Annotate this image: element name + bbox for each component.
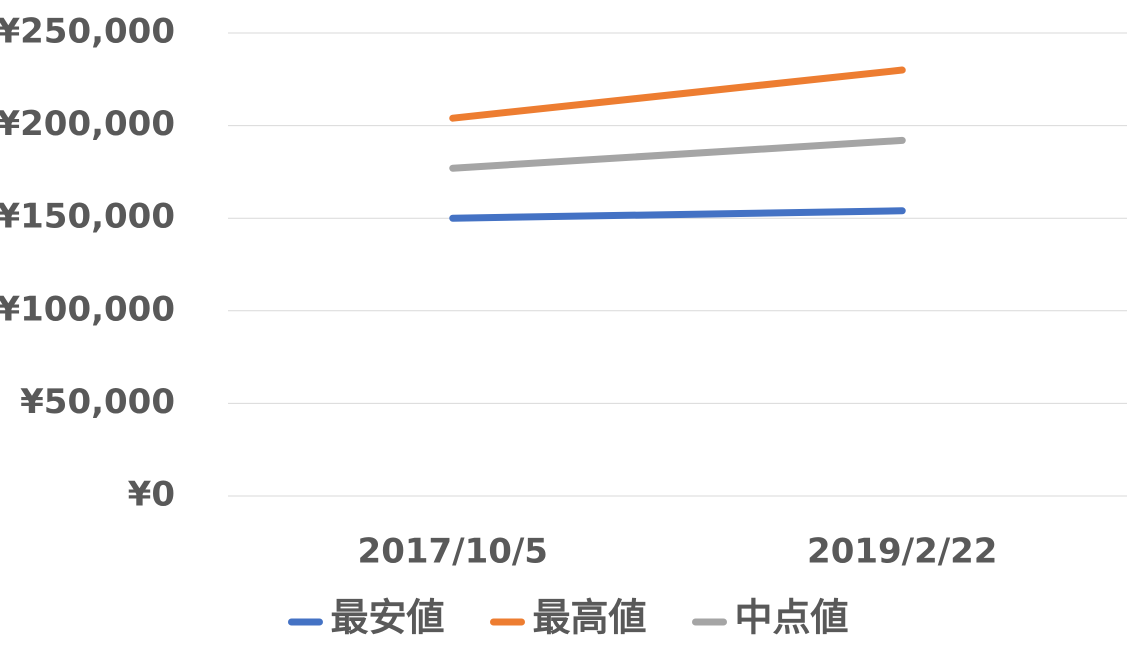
y-tick-label: ¥200,000: [0, 104, 175, 144]
y-tick-label: ¥50,000: [20, 382, 175, 422]
x-tick-label: 2019/2/22: [807, 532, 997, 572]
legend-label: 中点値: [735, 596, 849, 640]
line-series: [449, 136, 906, 172]
y-tick-label: ¥250,000: [0, 12, 175, 52]
line-series: [449, 207, 906, 222]
y-tick-label: ¥0: [128, 475, 175, 515]
y-tick-label: ¥100,000: [0, 289, 175, 329]
x-tick-label: 2017/10/5: [358, 532, 548, 572]
legend-label: 最高値: [532, 596, 646, 640]
y-tick-label: ¥150,000: [0, 197, 175, 237]
legend-label: 最安値: [330, 596, 444, 640]
line-series: [449, 66, 906, 122]
